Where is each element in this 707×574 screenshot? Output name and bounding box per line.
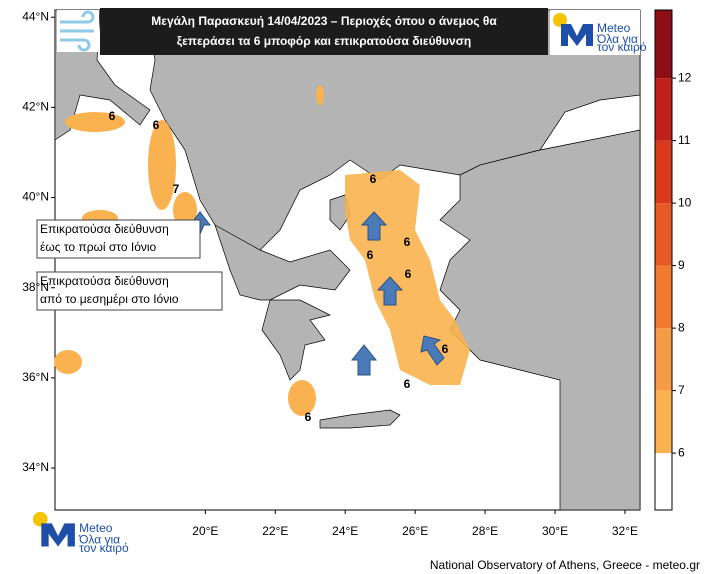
logo-name: Meteo xyxy=(597,21,631,35)
lat-label: 36°N xyxy=(22,370,49,384)
title: ξεπεράσει τα 6 μποφόρ και επικρατούσα δι… xyxy=(177,34,472,48)
lat-label: 44°N xyxy=(22,9,49,23)
colorbar-band xyxy=(655,328,672,391)
lat-label: 38°N xyxy=(22,280,49,294)
annotation-text: Επικρατούσα διεύθυνση xyxy=(40,274,169,288)
colorbar-band xyxy=(655,203,672,266)
contour-label: 7 xyxy=(173,182,180,196)
contour-labels: 6 6 7 6 6 6 6 6 6 6 xyxy=(109,109,449,424)
colorbar-band xyxy=(655,453,672,510)
annotation-box xyxy=(36,219,201,259)
title: Μεγάλη Παρασκευή 14/04/2023 – Περιοχές ό… xyxy=(151,14,497,28)
logo-name: Meteo xyxy=(79,521,113,535)
contour-label: 6 xyxy=(405,267,412,281)
lat-label: 34°N xyxy=(22,460,49,474)
contour-label: 6 xyxy=(442,342,449,356)
annotation-box xyxy=(36,271,223,311)
title-box: Μεγάλη Παρασκευή 14/04/2023 – Περιοχές ό… xyxy=(57,8,640,55)
contour-label: 6 xyxy=(370,172,377,186)
contour-label: 6 xyxy=(404,377,411,391)
colorbar-label: 10 xyxy=(678,195,692,209)
contour-label: 6 xyxy=(153,118,160,132)
colorbar: 6 7 8 9 10 11 12 xyxy=(654,9,692,511)
contour-label: 6 xyxy=(367,248,374,262)
lon-label: 30°E xyxy=(542,524,568,538)
title-background xyxy=(100,8,548,55)
contour-label: 6 xyxy=(305,410,312,424)
colorbar-label: 9 xyxy=(678,258,685,272)
lon-label: 32°E xyxy=(612,524,638,538)
lon-label: 20°E xyxy=(192,524,218,538)
lon-label: 26°E xyxy=(402,524,428,538)
lat-label: 42°N xyxy=(22,100,49,114)
logo-mark xyxy=(561,24,593,46)
colorbar-band xyxy=(655,10,672,79)
lon-label: 24°E xyxy=(332,524,358,538)
colorbar-label: 12 xyxy=(678,70,692,84)
contour-label: 6 xyxy=(109,109,116,123)
lon-label: 28°E xyxy=(472,524,498,538)
wind-icon xyxy=(60,10,95,52)
logo-sun xyxy=(32,511,48,527)
annotation-text: από το μεσημέρι στο Ιόνιο xyxy=(40,292,179,306)
map: 6 6 7 6 6 6 6 6 6 6 xyxy=(54,9,641,511)
logo-tagline: τον καιρό xyxy=(79,541,129,555)
lon-label: 22°E xyxy=(262,524,288,538)
annotation-text: Επικρατούσα διεύθυνση xyxy=(40,222,169,236)
annotations: Επικρατούσα διεύθυνση έως το πρωί στο Ιόν… xyxy=(36,219,223,311)
footer: National Observatory of Athens, Greece -… xyxy=(430,558,700,572)
logo-mark xyxy=(41,523,75,547)
logo-tagline: Όλα για xyxy=(78,532,120,546)
logo-tagline: Όλα για xyxy=(596,32,638,46)
logo-tagline: τον καιρό xyxy=(597,40,647,54)
colorbar-band xyxy=(655,390,672,454)
colorbar-label: 11 xyxy=(678,133,691,147)
colorbar-band xyxy=(655,140,672,204)
lat-label: 40°N xyxy=(22,190,49,204)
contour-label: 6 xyxy=(404,235,411,249)
colorbar-label: 7 xyxy=(678,383,685,397)
black-sea xyxy=(539,94,641,151)
colorbar-frame xyxy=(654,9,673,511)
colorbar-label: 8 xyxy=(678,320,685,334)
annotation-text: έως το πρωί στο Ιόνιο xyxy=(40,240,157,254)
logo-sun xyxy=(553,13,567,27)
colorbar-band xyxy=(655,265,672,329)
colorbar-label: 6 xyxy=(678,445,685,459)
colorbar-band xyxy=(655,78,672,141)
